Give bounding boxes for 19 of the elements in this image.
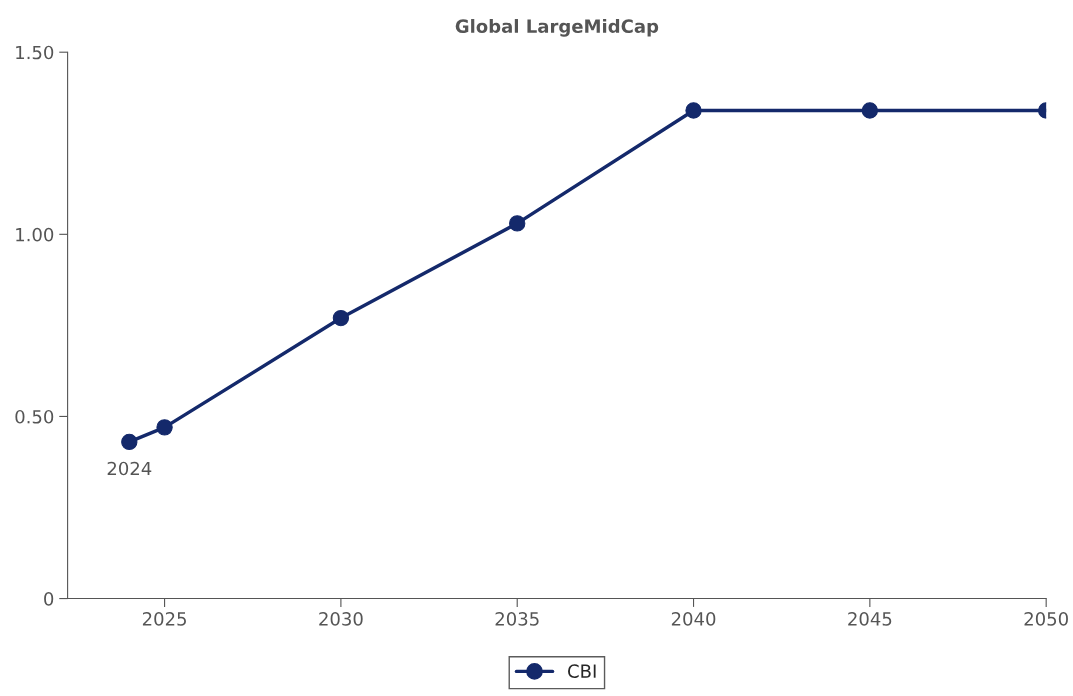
point [156, 419, 173, 436]
y-tick-label: 0.50 [15, 409, 54, 424]
x-tick-label: 2040 [671, 612, 716, 626]
y-tick-label: 0 [44, 592, 54, 606]
legend-label: CBI [568, 664, 596, 678]
point [861, 102, 879, 119]
point [121, 433, 138, 451]
point [509, 215, 526, 232]
annotation: 2024 [107, 461, 152, 476]
point [685, 102, 702, 119]
x-tick-label: 2045 [848, 612, 892, 626]
x-tick-label: 2050 [1024, 612, 1068, 626]
x-tick-label: 2025 [142, 612, 186, 626]
chart-title: Global LargeMidCap [455, 19, 659, 37]
x-tick-label: 2035 [495, 612, 539, 626]
y-tick-label: 1.00 [16, 227, 54, 242]
point [332, 309, 350, 327]
x-tick-label: 2030 [319, 612, 363, 626]
y-tick-label: 1.50 [16, 45, 54, 60]
